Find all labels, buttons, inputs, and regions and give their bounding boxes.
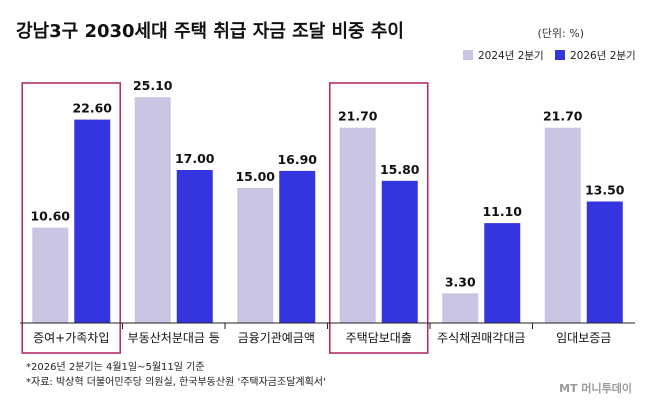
bar-2026-4 [484,223,521,323]
value-label-2024-2: 15.00 [235,169,275,184]
legend-label-2026: 2026년 2분기 [570,50,636,62]
watermark-logo: MT 머니투데이 [559,381,632,395]
legend-swatch-2024 [463,50,473,60]
value-label-2026-2: 16.90 [277,152,317,167]
value-label-2026-0: 22.60 [72,101,112,116]
value-label-2026-5: 13.50 [585,183,625,198]
legend-label-2024: 2024년 2분기 [478,50,544,62]
value-label-2024-1: 25.10 [133,78,173,93]
category-labels-layer: 증여+가족차입 부동산처분대금 등 금융기관예금액 주택담보대출 주식채권매각대금 임대보… [33,331,611,345]
bar-2026-3 [381,180,418,323]
bar-2026-5 [586,201,623,323]
bar-2024-1 [134,97,171,323]
category-label-4: 주식채권매각대금 [437,331,525,345]
value-label-2024-0: 10.60 [30,209,70,224]
value-label-2024-5: 21.70 [543,109,583,124]
bars-layer [32,97,623,323]
bar-2024-2 [237,188,274,323]
value-label-2024-4: 3.30 [445,274,476,289]
footnote-source: *자료: 박상혁 더불어민주당 의원실, 한국부동산원 '주택자금조달계획서' [26,376,326,388]
highlight-box-0 [21,82,122,354]
category-label-2: 금융기관예금액 [238,331,315,345]
bar-2026-0 [74,119,111,323]
value-label-2026-1: 17.00 [175,151,215,166]
legend: 2024년 2분기 2026년 2분기 [463,50,636,62]
unit-label: (단위: %) [538,27,584,40]
highlight-box-3 [328,82,429,354]
bar-2026-1 [176,170,213,323]
value-label-2026-4: 11.10 [482,204,522,219]
bar-2026-2 [279,170,316,323]
chart-title: 강남3구 2030세대 주택 취급 자금 조달 비중 추이 [16,21,404,42]
bar-2024-5 [544,127,581,323]
legend-swatch-2026 [555,50,565,60]
category-separators [122,323,533,329]
value-label-2024-3: 21.70 [338,109,378,124]
bar-2024-3 [339,127,376,323]
category-label-3: 주택담보대출 [346,331,412,345]
category-label-5: 임대보증금 [556,331,611,345]
category-label-0: 증여+가족차입 [33,331,109,345]
value-label-2026-3: 15.80 [380,162,420,177]
category-label-1: 부동산처분대금 등 [128,331,220,345]
bar-2024-0 [32,227,69,323]
bar-2024-4 [442,293,479,323]
highlight-boxes-layer [21,82,429,354]
footnote-period: *2026년 2분기는 4월1일~5월11일 기준 [26,361,205,373]
